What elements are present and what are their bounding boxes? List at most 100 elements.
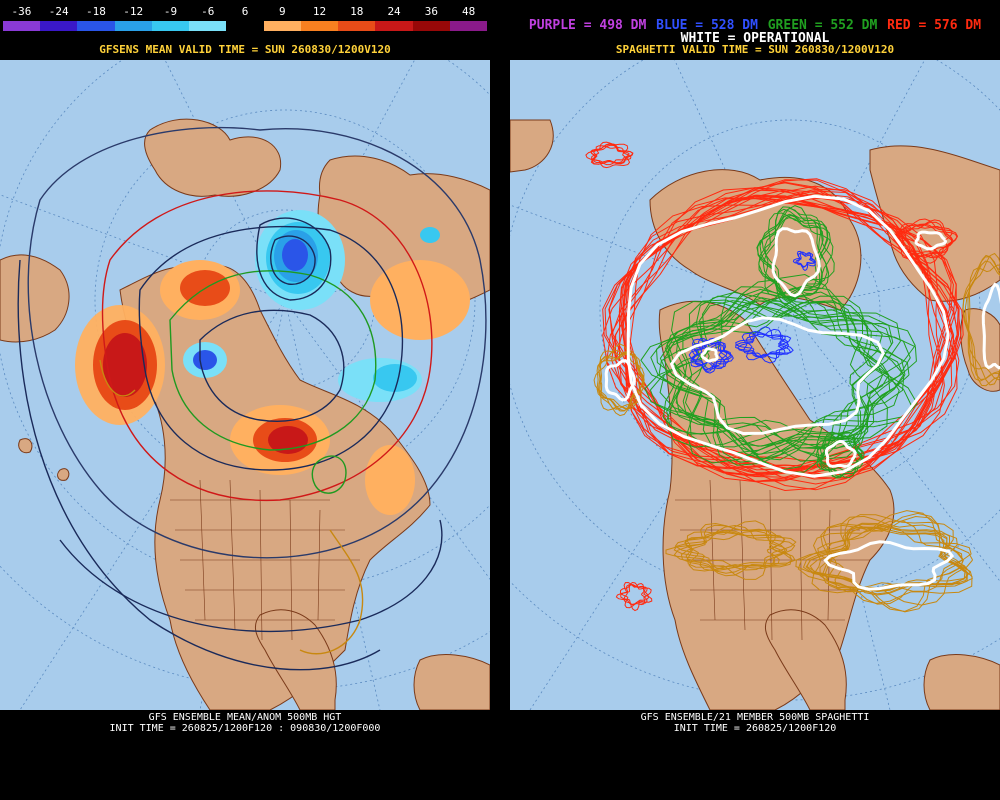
- spaghetti-contour: [964, 254, 1000, 387]
- spaghetti-contour: [819, 434, 863, 473]
- spaghetti-footer-title: GFS ENSEMBLE/21 MEMBER 500MB SPAGHETTI: [640, 712, 870, 723]
- legend-blue: BLUE = 528 DM: [656, 18, 758, 33]
- spaghetti-contour: [795, 252, 816, 267]
- spaghetti-map-svg: [510, 60, 1000, 710]
- spaghetti-contour: [809, 526, 971, 593]
- spaghetti-contour: [684, 524, 796, 572]
- spaghetti-contour: [585, 141, 631, 169]
- spaghetti-contour: [806, 526, 966, 592]
- blue-528dm-contours: [688, 250, 816, 374]
- spaghetti-contour: [684, 299, 891, 471]
- legend-swatch: [77, 21, 115, 31]
- spaghetti-contour: [624, 190, 953, 485]
- mean-footer-title: GFS ENSEMBLE MEAN/ANOM 500MB HGT: [148, 712, 342, 723]
- legend-label: 9: [278, 5, 286, 18]
- height-contours: [17, 126, 487, 671]
- asia-northwest: [510, 119, 554, 173]
- spaghetti-contour: [899, 219, 953, 264]
- spaghetti-contour: [981, 282, 1000, 370]
- spaghetti-contour: [680, 522, 793, 577]
- spaghetti-contour: [792, 251, 816, 268]
- legend-label: 24: [387, 5, 401, 18]
- spaghetti-contour: [893, 224, 953, 257]
- spaghetti-panel: PURPLE = 498 DM BLUE = 528 DM GREEN = 55…: [510, 0, 1000, 800]
- spaghetti-contour: [771, 227, 821, 298]
- spaghetti-contour: [822, 515, 964, 612]
- spaghetti-contour: [675, 295, 900, 461]
- legend-green: GREEN = 552 DM: [767, 18, 878, 33]
- legend-label: -18: [85, 5, 106, 18]
- spaghetti-contour: [967, 264, 1000, 386]
- central-america: [764, 609, 847, 710]
- spaghetti-contour: [900, 224, 953, 258]
- operational-run-contours: [604, 194, 1000, 591]
- legend-swatch: [375, 21, 413, 31]
- legend-labels: -36 -24 -18 -12 -9 -6 6 9 12 18 24 36 48: [3, 3, 487, 19]
- spaghetti-footer-init: INIT TIME = 260825/1200F120: [673, 723, 837, 734]
- spaghetti-contour: [741, 328, 790, 364]
- legend-swatch: [263, 21, 301, 31]
- panel-separator: [490, 0, 510, 800]
- pacific-islands: [18, 438, 70, 481]
- eurasia-north: [869, 145, 1000, 302]
- legend-label: -9: [163, 5, 178, 18]
- spaghetti-contour: [608, 189, 952, 483]
- legend-swatch: [114, 21, 152, 31]
- legend-label: -24: [48, 5, 69, 18]
- spaghetti-contour: [627, 196, 955, 492]
- legend-swatch: [449, 21, 488, 31]
- legend-purple: PURPLE = 498 DM: [528, 18, 647, 33]
- spaghetti-contour: [590, 143, 634, 165]
- legend-swatch: [412, 21, 450, 31]
- legend-label: 6: [241, 5, 249, 18]
- mean-footer-init: INIT TIME = 260825/1200F120 : 090830/120…: [109, 723, 381, 734]
- spaghetti-valid-time-header: SPAGHETTI VALID TIME = SUN 260830/1200V1…: [615, 43, 895, 56]
- spaghetti-contour: [824, 439, 857, 468]
- spaghetti-contour: [673, 524, 793, 574]
- spaghetti-contour: [914, 230, 948, 251]
- mean-anomaly-map: [0, 60, 490, 710]
- legend-swatch: [338, 21, 376, 31]
- legend-label: -12: [123, 5, 144, 18]
- spaghetti-contour: [686, 520, 786, 580]
- ensemble-mean-anomaly-panel: -36 -24 -18 -12 -9 -6 6 9 12 18 24 36 48…: [0, 0, 490, 800]
- spaghetti-contour: [620, 584, 648, 606]
- spaghetti-contour: [620, 581, 652, 609]
- legend-label: 12: [312, 5, 327, 18]
- spaghetti-contour: [669, 316, 885, 436]
- spaghetti-contour: [684, 530, 788, 571]
- spaghetti-contour: [593, 144, 630, 164]
- spaghetti-contour: [745, 326, 789, 361]
- spaghetti-contour: [700, 347, 719, 363]
- spaghetti-contour: [816, 431, 865, 479]
- legend-swatch: [3, 21, 41, 31]
- south-america: [413, 654, 490, 710]
- spaghetti-contour: [626, 194, 950, 478]
- mean-valid-time-header: GFSENS MEAN VALID TIME = SUN 260830/1200…: [99, 43, 391, 56]
- legend-swatch: [300, 21, 339, 31]
- spaghetti-contour: [693, 338, 729, 372]
- spaghetti-contour: [735, 332, 792, 358]
- landmasses: [510, 119, 1000, 710]
- spaghetti-contour: [604, 359, 637, 402]
- legend-label: -36: [11, 5, 32, 18]
- legend-label: 36: [424, 5, 438, 18]
- spaghetti-contour: [615, 584, 653, 605]
- legend-swatch: [189, 21, 227, 31]
- legend-swatch: [226, 21, 264, 31]
- legend-swatch: [40, 21, 78, 31]
- spaghetti-contour: [640, 300, 916, 454]
- spaghetti-contour: [967, 252, 1000, 381]
- greenland: [144, 118, 282, 197]
- spaghetti-contour: [694, 341, 728, 367]
- spaghetti-contour: [811, 510, 974, 606]
- spaghetti-contour: [962, 256, 1000, 382]
- spaghetti-color-legend: PURPLE = 498 DM BLUE = 528 DM GREEN = 55…: [510, 18, 1000, 33]
- spaghetti-contour: [615, 197, 960, 478]
- spaghetti-contour: [599, 352, 643, 412]
- legend-white: WHITE = OPERATIONAL: [680, 31, 830, 46]
- mean-anomaly-map-svg: [0, 60, 490, 710]
- europe-edge: [960, 308, 1000, 392]
- anomaly-color-legend: -36 -24 -18 -12 -9 -6 6 9 12 18 24 36 48: [3, 3, 488, 33]
- central-america: [254, 609, 337, 710]
